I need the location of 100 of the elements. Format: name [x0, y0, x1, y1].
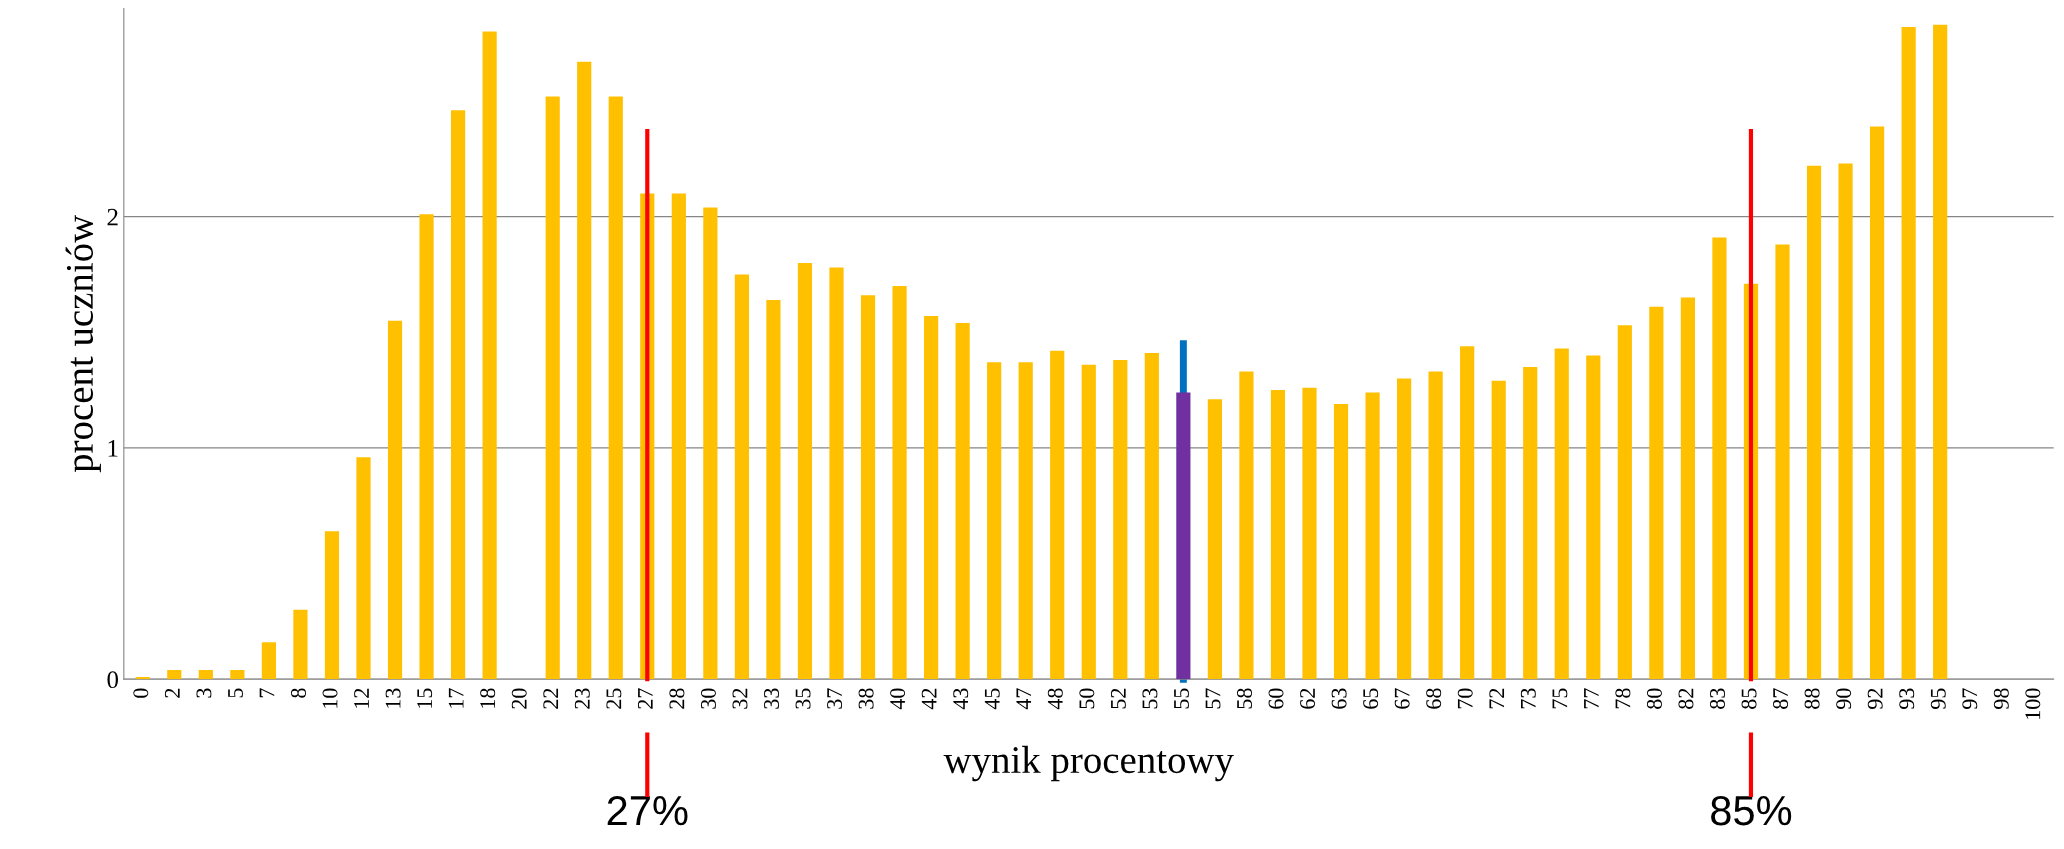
bar [230, 669, 245, 680]
x-tick-label: 62 [1300, 688, 1316, 709]
bar [671, 193, 686, 680]
x-tick-label: 75 [1552, 688, 1568, 709]
bar [1365, 392, 1380, 680]
y-tick-label: 1 [108, 440, 118, 457]
x-tick-label: 55 [1174, 688, 1189, 709]
bar [419, 214, 434, 680]
bar [1113, 360, 1128, 680]
x-tick-label: 28 [669, 688, 685, 709]
bar [1554, 348, 1569, 680]
x-tick-label: 92 [1867, 688, 1883, 710]
bar [1207, 399, 1222, 680]
x-tick-label: 88 [1804, 688, 1820, 709]
bar [1397, 378, 1412, 680]
bar [734, 274, 749, 680]
bar [1491, 380, 1506, 680]
x-tick-label: 58 [1236, 688, 1252, 709]
ref-line-label: 85% [1711, 795, 1792, 826]
bar [1586, 355, 1601, 680]
x-tick-label: 85 [1741, 688, 1757, 709]
x-tick-label: 5 [228, 688, 243, 698]
x-tick-label: 72 [1489, 688, 1505, 709]
bar [924, 316, 939, 680]
bar [1460, 346, 1475, 680]
x-tick-label: 43 [953, 688, 969, 710]
x-tick-label: 33 [764, 688, 779, 709]
bar [1806, 165, 1822, 680]
x-tick-label: 3 [196, 688, 212, 698]
x-tick-label: 25 [606, 688, 622, 709]
x-tick-label: 17 [448, 688, 464, 708]
bar [1176, 392, 1191, 680]
x-tick-label: 95 [1930, 688, 1946, 710]
bar [1333, 403, 1349, 680]
bar [955, 323, 970, 680]
bar [1270, 390, 1286, 680]
x-tick-label: 77 [1584, 688, 1599, 709]
x-tick-label: 23 [574, 688, 590, 709]
bar [1239, 371, 1254, 680]
ref-line-label: 27% [607, 795, 688, 826]
x-tick-label: 68 [1426, 688, 1442, 709]
x-tick-label: 20 [511, 688, 527, 709]
bar [1018, 362, 1033, 680]
x-tick-label: 32 [732, 688, 748, 709]
x-tick-label: 82 [1678, 688, 1694, 709]
bar [324, 531, 340, 680]
bar [1617, 325, 1632, 680]
bar [1712, 237, 1727, 680]
x-tick-label: 73 [1520, 688, 1536, 709]
x-tick-label: 90 [1836, 688, 1852, 710]
x-tick-label: 27 [637, 688, 653, 709]
x-tick-label: 93 [1899, 688, 1915, 710]
bar [1050, 350, 1065, 680]
bar [387, 320, 403, 680]
x-tick-label: 52 [1110, 688, 1126, 709]
x-tick-label: 2 [164, 688, 180, 698]
bar [261, 642, 276, 680]
x-tick-label: 63 [1331, 688, 1347, 709]
bar [860, 295, 876, 680]
bar [829, 267, 844, 680]
y-axis-title: procent uczniów [65, 214, 101, 473]
x-tick-label: 60 [1268, 688, 1284, 709]
x-tick-label: 15 [417, 688, 433, 708]
x-tick-label: 12 [354, 688, 369, 708]
x-tick-label: 50 [1079, 688, 1095, 709]
y-tick-label: 2 [107, 208, 118, 226]
bar [1649, 306, 1664, 680]
bar [608, 96, 623, 680]
bar [1870, 126, 1885, 680]
x-tick-label: 100 [2025, 688, 2041, 719]
bar [703, 207, 718, 680]
x-tick-label: 67 [1394, 688, 1410, 709]
x-tick-label: 80 [1646, 688, 1662, 709]
bar [1523, 366, 1538, 680]
x-tick-label: 65 [1363, 688, 1379, 709]
bar [1428, 371, 1443, 680]
bar [1933, 24, 1948, 680]
bar [198, 669, 213, 680]
x-tick-label: 10 [322, 688, 338, 708]
bar [766, 299, 781, 680]
x-tick-label: 37 [827, 688, 843, 709]
x-tick-label: 42 [921, 688, 937, 710]
bar [987, 362, 1002, 680]
x-tick-label: 18 [480, 688, 496, 708]
x-axis-title: wynik procentowy [943, 745, 1234, 782]
x-tick-label: 87 [1773, 688, 1789, 709]
x-tick-label: 57 [1205, 688, 1221, 709]
bar [545, 96, 560, 680]
x-tick-label: 22 [543, 688, 559, 709]
x-tick-label: 70 [1457, 688, 1473, 709]
bar [577, 61, 592, 680]
bar [293, 609, 308, 680]
x-tick-label: 97 [1962, 688, 1978, 710]
bar [797, 262, 813, 680]
x-tick-label: 35 [795, 688, 811, 709]
x-tick-label: 13 [385, 688, 401, 708]
x-tick-label: 38 [858, 688, 874, 709]
bar [167, 669, 182, 680]
bar [1302, 387, 1317, 680]
bar [892, 286, 907, 680]
